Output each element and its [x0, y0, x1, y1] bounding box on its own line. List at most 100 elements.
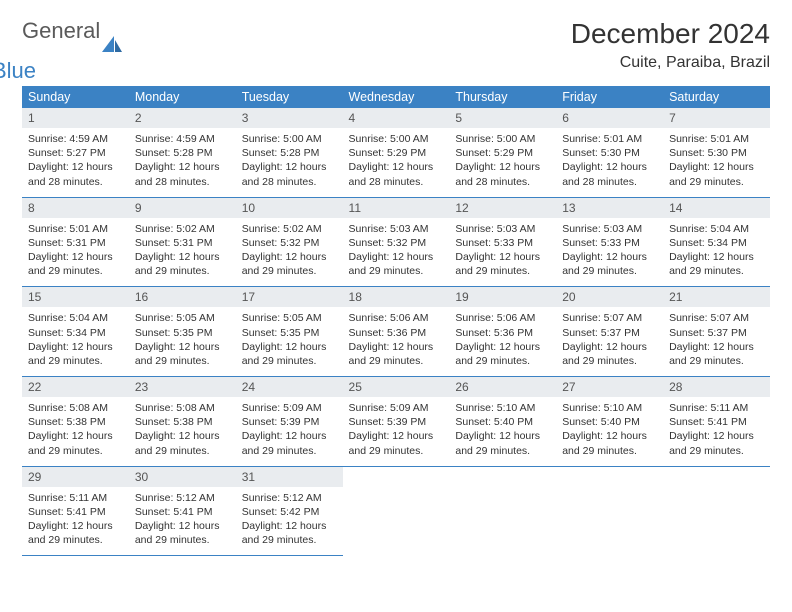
calendar-day-cell: 28Sunrise: 5:11 AMSunset: 5:41 PMDayligh…	[663, 377, 770, 467]
logo-text-general: General	[22, 18, 100, 43]
sunrise-line: Sunrise: 5:01 AM	[28, 222, 123, 236]
day-number: 17	[236, 287, 343, 307]
calendar-day-cell: 19Sunrise: 5:06 AMSunset: 5:36 PMDayligh…	[449, 287, 556, 377]
logo-sail-icon	[102, 36, 122, 52]
weekday-header: Saturday	[663, 86, 770, 108]
sunrise-line: Sunrise: 5:04 AM	[28, 311, 123, 325]
calendar-day-cell: 27Sunrise: 5:10 AMSunset: 5:40 PMDayligh…	[556, 377, 663, 467]
sunset-line: Sunset: 5:38 PM	[28, 415, 123, 429]
day-number: 7	[663, 108, 770, 128]
sunrise-line: Sunrise: 5:03 AM	[349, 222, 444, 236]
sunrise-line: Sunrise: 5:05 AM	[135, 311, 230, 325]
calendar-day-cell: 20Sunrise: 5:07 AMSunset: 5:37 PMDayligh…	[556, 287, 663, 377]
daylight-line: Daylight: 12 hours and 29 minutes.	[135, 519, 230, 547]
day-body: Sunrise: 5:01 AMSunset: 5:30 PMDaylight:…	[556, 128, 663, 197]
day-number: 28	[663, 377, 770, 397]
day-body: Sunrise: 5:11 AMSunset: 5:41 PMDaylight:…	[22, 487, 129, 556]
calendar-day-cell	[449, 466, 556, 556]
day-body: Sunrise: 5:10 AMSunset: 5:40 PMDaylight:…	[556, 397, 663, 466]
day-number: 30	[129, 467, 236, 487]
daylight-line: Daylight: 12 hours and 29 minutes.	[455, 429, 550, 457]
calendar-day-cell: 4Sunrise: 5:00 AMSunset: 5:29 PMDaylight…	[343, 108, 450, 197]
day-number: 26	[449, 377, 556, 397]
daylight-line: Daylight: 12 hours and 29 minutes.	[349, 429, 444, 457]
calendar-day-cell: 8Sunrise: 5:01 AMSunset: 5:31 PMDaylight…	[22, 197, 129, 287]
sunrise-line: Sunrise: 5:00 AM	[349, 132, 444, 146]
day-number: 24	[236, 377, 343, 397]
sunrise-line: Sunrise: 4:59 AM	[28, 132, 123, 146]
sunrise-line: Sunrise: 5:11 AM	[28, 491, 123, 505]
weekday-header: Tuesday	[236, 86, 343, 108]
sunset-line: Sunset: 5:42 PM	[242, 505, 337, 519]
weekday-header: Thursday	[449, 86, 556, 108]
sunrise-line: Sunrise: 5:00 AM	[455, 132, 550, 146]
day-body: Sunrise: 5:12 AMSunset: 5:41 PMDaylight:…	[129, 487, 236, 556]
sunset-line: Sunset: 5:40 PM	[455, 415, 550, 429]
calendar-day-cell: 18Sunrise: 5:06 AMSunset: 5:36 PMDayligh…	[343, 287, 450, 377]
day-body: Sunrise: 5:01 AMSunset: 5:31 PMDaylight:…	[22, 218, 129, 287]
day-body: Sunrise: 5:06 AMSunset: 5:36 PMDaylight:…	[343, 307, 450, 376]
day-body: Sunrise: 5:00 AMSunset: 5:29 PMDaylight:…	[343, 128, 450, 197]
day-number: 11	[343, 198, 450, 218]
sunset-line: Sunset: 5:40 PM	[562, 415, 657, 429]
daylight-line: Daylight: 12 hours and 29 minutes.	[28, 519, 123, 547]
calendar-day-cell: 23Sunrise: 5:08 AMSunset: 5:38 PMDayligh…	[129, 377, 236, 467]
day-number: 25	[343, 377, 450, 397]
daylight-line: Daylight: 12 hours and 29 minutes.	[669, 160, 764, 188]
sunrise-line: Sunrise: 4:59 AM	[135, 132, 230, 146]
day-number: 12	[449, 198, 556, 218]
daylight-line: Daylight: 12 hours and 29 minutes.	[242, 340, 337, 368]
daylight-line: Daylight: 12 hours and 28 minutes.	[28, 160, 123, 188]
page-header: General Blue December 2024 Cuite, Paraib…	[22, 18, 770, 72]
calendar-day-cell: 3Sunrise: 5:00 AMSunset: 5:28 PMDaylight…	[236, 108, 343, 197]
day-number: 9	[129, 198, 236, 218]
daylight-line: Daylight: 12 hours and 29 minutes.	[135, 340, 230, 368]
day-body: Sunrise: 5:08 AMSunset: 5:38 PMDaylight:…	[22, 397, 129, 466]
sunset-line: Sunset: 5:29 PM	[455, 146, 550, 160]
calendar-day-cell: 31Sunrise: 5:12 AMSunset: 5:42 PMDayligh…	[236, 466, 343, 556]
sunset-line: Sunset: 5:29 PM	[349, 146, 444, 160]
calendar-day-cell: 30Sunrise: 5:12 AMSunset: 5:41 PMDayligh…	[129, 466, 236, 556]
calendar-table: SundayMondayTuesdayWednesdayThursdayFrid…	[22, 86, 770, 556]
logo-text-blue: Blue	[0, 58, 36, 83]
sunrise-line: Sunrise: 5:09 AM	[242, 401, 337, 415]
sunset-line: Sunset: 5:37 PM	[562, 326, 657, 340]
daylight-line: Daylight: 12 hours and 29 minutes.	[455, 250, 550, 278]
sunset-line: Sunset: 5:36 PM	[455, 326, 550, 340]
calendar-header-row: SundayMondayTuesdayWednesdayThursdayFrid…	[22, 86, 770, 108]
daylight-line: Daylight: 12 hours and 28 minutes.	[242, 160, 337, 188]
sunrise-line: Sunrise: 5:02 AM	[242, 222, 337, 236]
sunset-line: Sunset: 5:28 PM	[242, 146, 337, 160]
day-body: Sunrise: 5:09 AMSunset: 5:39 PMDaylight:…	[343, 397, 450, 466]
calendar-day-cell: 17Sunrise: 5:05 AMSunset: 5:35 PMDayligh…	[236, 287, 343, 377]
sunrise-line: Sunrise: 5:04 AM	[669, 222, 764, 236]
day-body: Sunrise: 5:11 AMSunset: 5:41 PMDaylight:…	[663, 397, 770, 466]
sunset-line: Sunset: 5:39 PM	[349, 415, 444, 429]
day-number: 23	[129, 377, 236, 397]
calendar-week-row: 29Sunrise: 5:11 AMSunset: 5:41 PMDayligh…	[22, 466, 770, 556]
location: Cuite, Paraiba, Brazil	[571, 54, 770, 72]
day-number: 5	[449, 108, 556, 128]
day-number: 31	[236, 467, 343, 487]
day-number: 27	[556, 377, 663, 397]
sunset-line: Sunset: 5:34 PM	[669, 236, 764, 250]
calendar-day-cell: 2Sunrise: 4:59 AMSunset: 5:28 PMDaylight…	[129, 108, 236, 197]
sunset-line: Sunset: 5:35 PM	[135, 326, 230, 340]
calendar-day-cell: 12Sunrise: 5:03 AMSunset: 5:33 PMDayligh…	[449, 197, 556, 287]
day-body: Sunrise: 5:03 AMSunset: 5:32 PMDaylight:…	[343, 218, 450, 287]
calendar-day-cell: 5Sunrise: 5:00 AMSunset: 5:29 PMDaylight…	[449, 108, 556, 197]
sunrise-line: Sunrise: 5:06 AM	[349, 311, 444, 325]
calendar-day-cell: 16Sunrise: 5:05 AMSunset: 5:35 PMDayligh…	[129, 287, 236, 377]
daylight-line: Daylight: 12 hours and 28 minutes.	[349, 160, 444, 188]
month-title: December 2024	[571, 18, 770, 50]
sunrise-line: Sunrise: 5:01 AM	[669, 132, 764, 146]
sunset-line: Sunset: 5:36 PM	[349, 326, 444, 340]
calendar-week-row: 1Sunrise: 4:59 AMSunset: 5:27 PMDaylight…	[22, 108, 770, 197]
calendar-day-cell: 24Sunrise: 5:09 AMSunset: 5:39 PMDayligh…	[236, 377, 343, 467]
calendar-day-cell: 1Sunrise: 4:59 AMSunset: 5:27 PMDaylight…	[22, 108, 129, 197]
sunset-line: Sunset: 5:33 PM	[455, 236, 550, 250]
day-body: Sunrise: 5:10 AMSunset: 5:40 PMDaylight:…	[449, 397, 556, 466]
day-number: 1	[22, 108, 129, 128]
daylight-line: Daylight: 12 hours and 29 minutes.	[349, 340, 444, 368]
day-number: 6	[556, 108, 663, 128]
